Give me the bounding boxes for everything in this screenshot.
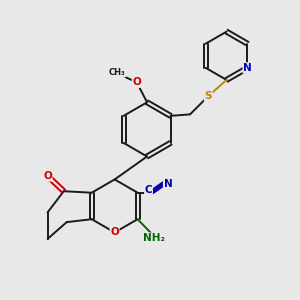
Text: O: O <box>110 227 119 237</box>
Text: N: N <box>243 63 252 73</box>
Text: CH₃: CH₃ <box>109 68 125 77</box>
Text: NH₂: NH₂ <box>143 233 165 243</box>
Text: N: N <box>164 179 172 189</box>
Text: O: O <box>43 171 52 181</box>
Text: C: C <box>145 185 152 195</box>
Text: O: O <box>132 77 141 87</box>
Text: S: S <box>205 91 212 101</box>
